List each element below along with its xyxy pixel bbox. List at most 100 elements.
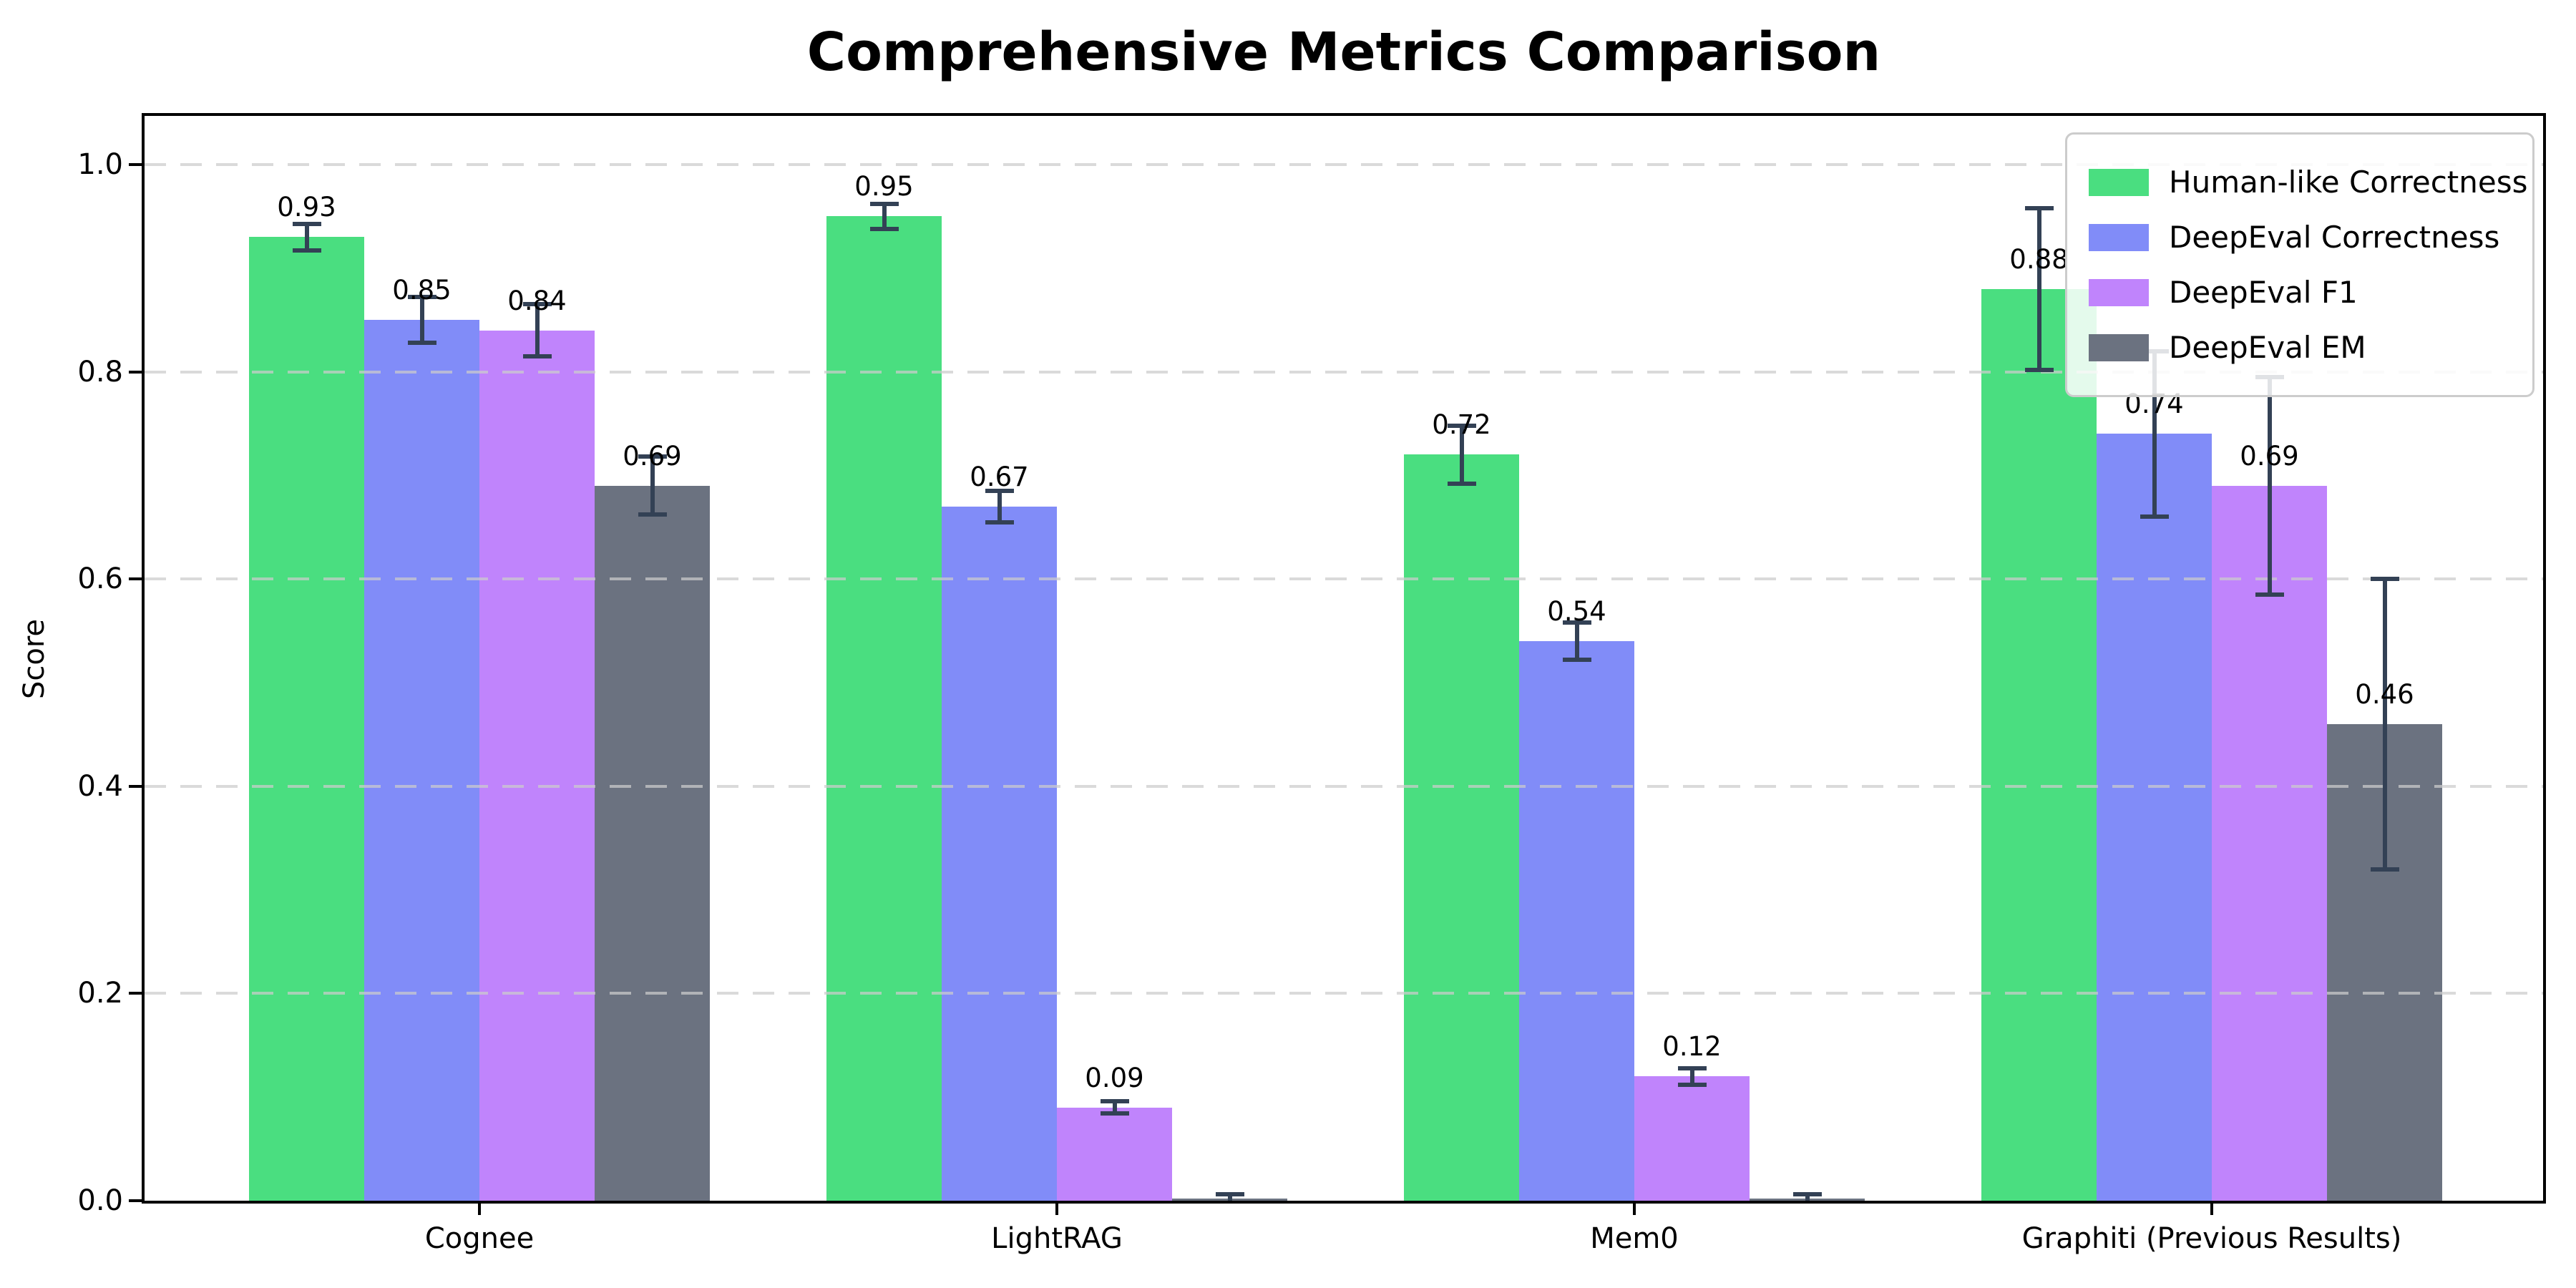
bar-value-label: 0.54: [1547, 596, 1606, 628]
error-bar-cap: [985, 489, 1014, 494]
y-tick-label: 0.0: [77, 1184, 123, 1217]
error-bar-cap: [522, 353, 552, 358]
bar-value-label: 0.69: [2240, 440, 2299, 472]
bar-value-label: 0.12: [1662, 1031, 1722, 1063]
y-tick-mark: [129, 992, 142, 995]
bar-value-label: 0.85: [392, 275, 452, 306]
bar-human-like-correctness-3: [1981, 288, 2097, 1201]
error-bar-line: [1227, 1194, 1232, 1201]
error-bar-line: [419, 297, 424, 343]
error-bar-cap: [2024, 205, 2054, 210]
bar-value-label: 0.69: [623, 440, 682, 472]
y-tick-label: 0.6: [77, 562, 123, 596]
bar-deepeval-correctness-0: [364, 320, 479, 1201]
x-tick-label-2: Mem0: [1590, 1222, 1679, 1255]
gridline-1: [145, 163, 2543, 166]
x-tick-label-0: Cognee: [424, 1222, 535, 1255]
legend-swatch-icon: [2089, 278, 2149, 306]
legend-label: DeepEval EM: [2169, 330, 2366, 365]
legend-row: Human-like Correctness: [2089, 155, 2528, 210]
legend: Human-like Correctness DeepEval Correctne…: [2065, 132, 2534, 397]
legend-swatch-icon: [2089, 223, 2149, 251]
error-bar-line: [2036, 208, 2041, 370]
error-bar-line: [650, 457, 655, 515]
legend-row: DeepEval Correctness: [2089, 210, 2511, 265]
y-tick-mark: [129, 163, 142, 166]
error-bar-cap: [292, 221, 321, 226]
error-bar-line: [882, 204, 887, 229]
error-bar-cap: [1447, 481, 1476, 486]
error-bar-line: [1459, 425, 1464, 484]
bar-deepeval-correctness-3: [2097, 434, 2212, 1201]
error-bar-line: [1805, 1194, 1810, 1201]
error-bar-cap: [1100, 1111, 1129, 1116]
x-tick-mark: [1055, 1204, 1058, 1215]
error-bar-line: [1689, 1068, 1694, 1085]
error-bar-cap: [2024, 367, 2054, 372]
error-bar-cap: [638, 512, 667, 517]
error-bar-line: [997, 491, 1002, 522]
error-bar-cap: [2370, 577, 2399, 582]
bar-value-label: 0.09: [1085, 1062, 1144, 1093]
error-bar-cap: [1562, 658, 1591, 663]
legend-swatch-icon: [2089, 168, 2149, 196]
error-bar-cap: [407, 295, 436, 300]
bar-human-like-correctness-0: [249, 237, 364, 1201]
error-bar-line: [1112, 1101, 1117, 1114]
x-tick-mark: [1633, 1204, 1636, 1215]
legend-row: DeepEval EM: [2089, 320, 2511, 375]
y-tick-mark: [129, 577, 142, 581]
error-bar-cap: [869, 226, 899, 231]
error-bar-cap: [638, 454, 667, 459]
bar-value-label: 0.93: [277, 192, 336, 223]
y-tick-mark: [129, 370, 142, 374]
error-bar-cap: [1215, 1192, 1244, 1197]
x-tick-mark: [478, 1204, 481, 1215]
bar-value-label: 0.46: [2355, 678, 2414, 710]
error-bars-layer: [145, 116, 2543, 1201]
error-bar-cap: [985, 519, 1014, 525]
error-bar-cap: [292, 248, 321, 253]
chart-title: Comprehensive Metrics Comparison: [806, 21, 1881, 83]
bar-deepeval-f1-0: [479, 330, 595, 1201]
legend-label: DeepEval F1: [2169, 275, 2358, 310]
legend-row: DeepEval F1: [2089, 265, 2511, 320]
error-bar-cap: [1677, 1065, 1707, 1070]
y-tick-label: 0.2: [77, 977, 123, 1010]
y-tick-mark: [129, 1199, 142, 1202]
y-tick-label: 0.8: [77, 355, 123, 389]
bar-deepeval-correctness-2: [1519, 641, 1634, 1201]
grid-layer: [145, 116, 2543, 1201]
error-bar-cap: [2255, 592, 2284, 597]
bar-value-label: 0.88: [2009, 243, 2069, 275]
error-bar-cap: [2140, 514, 2169, 519]
error-bar-cap: [1792, 1192, 1822, 1197]
error-bar-line: [2267, 376, 2272, 595]
error-bar-cap: [869, 202, 899, 207]
bar-deepeval-em-0: [595, 485, 710, 1201]
bar-value-label: 0.72: [1432, 409, 1491, 441]
bar-human-like-correctness-1: [826, 216, 942, 1201]
error-bar-cap: [407, 341, 436, 346]
y-tick-mark: [129, 784, 142, 788]
error-bar-cap: [522, 302, 552, 307]
bar-value-label: 0.84: [507, 285, 567, 316]
bar-deepeval-f1-2: [1634, 1076, 1750, 1201]
plot-area: 0.93 0.95 0.72 0.88 0.85 0.67 0.54 0.74 0.84 0.09…: [142, 113, 2546, 1204]
gridline-0.2: [145, 992, 2543, 995]
y-tick-label: 0.4: [77, 769, 123, 803]
legend-swatch-icon: [2089, 333, 2149, 361]
error-bar-line: [2152, 351, 2157, 517]
legend-label: Human-like Correctness: [2169, 165, 2528, 200]
x-tick-label-1: LightRAG: [991, 1222, 1123, 1255]
error-bar-cap: [1677, 1082, 1707, 1087]
gridline-0.4: [145, 784, 2543, 788]
bar-value-label: 0.67: [970, 461, 1029, 492]
y-tick-label: 1.0: [77, 148, 123, 181]
bar-value-label: 0.95: [854, 171, 914, 203]
error-bar-cap: [1100, 1099, 1129, 1103]
error-bar-cap: [1447, 423, 1476, 428]
gridline-0.8: [145, 370, 2543, 374]
legend-label: DeepEval Correctness: [2169, 220, 2500, 255]
gridline-0.6: [145, 577, 2543, 581]
